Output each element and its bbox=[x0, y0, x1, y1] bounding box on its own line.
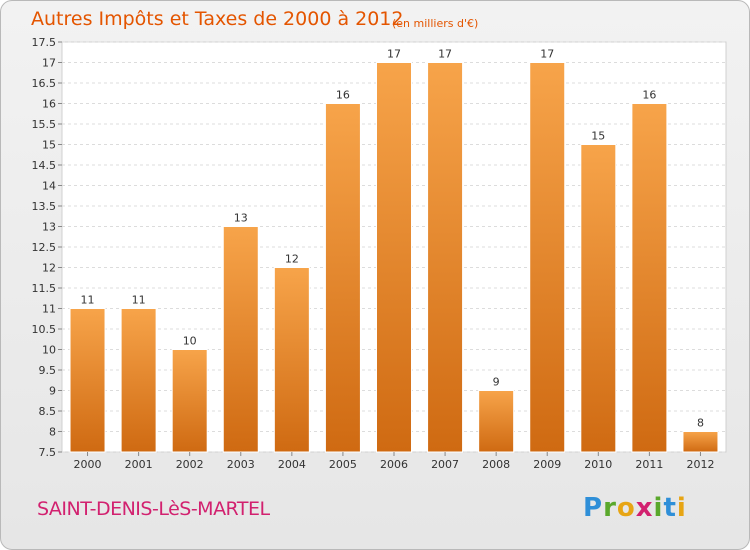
bar-value-label: 16 bbox=[336, 89, 350, 102]
x-tick-label: 2011 bbox=[635, 458, 663, 471]
y-tick-label: 14 bbox=[42, 180, 56, 193]
x-tick-label: 2004 bbox=[278, 458, 306, 471]
logo-letter: t bbox=[663, 493, 677, 523]
y-tick-label: 16.5 bbox=[32, 77, 57, 90]
x-tick-label: 2001 bbox=[125, 458, 153, 471]
bar-2003 bbox=[222, 226, 259, 453]
bar-2000 bbox=[69, 308, 106, 453]
y-tick-label: 12 bbox=[42, 262, 56, 275]
bar-value-label: 12 bbox=[285, 253, 299, 266]
bar-2005 bbox=[324, 103, 361, 453]
y-tick-label: 9 bbox=[49, 385, 56, 398]
y-tick-label: 16 bbox=[42, 98, 56, 111]
bar-value-label: 10 bbox=[183, 335, 197, 348]
logo-letter: o bbox=[616, 493, 636, 523]
y-tick-label: 17 bbox=[42, 57, 56, 70]
x-tick-label: 2003 bbox=[227, 458, 255, 471]
logo-letter: x bbox=[635, 493, 654, 523]
y-tick-label: 17.5 bbox=[32, 36, 57, 49]
bar-2012 bbox=[682, 431, 719, 453]
y-tick-label: 8.5 bbox=[39, 405, 57, 418]
x-tick-label: 2006 bbox=[380, 458, 408, 471]
y-tick-label: 11 bbox=[42, 303, 56, 316]
x-tick-label: 2000 bbox=[74, 458, 102, 471]
y-tick-label: 7.5 bbox=[39, 446, 57, 459]
x-tick-label: 2002 bbox=[176, 458, 204, 471]
bar-value-label: 8 bbox=[697, 417, 704, 430]
bar-2001 bbox=[120, 308, 157, 453]
bar-value-label: 11 bbox=[81, 294, 95, 307]
bars: 11 11 10 13 12 16 17 17 9 17 15 16 8 bbox=[69, 48, 719, 453]
bar-value-label: 11 bbox=[132, 294, 146, 307]
bar-2007 bbox=[427, 62, 464, 453]
y-tick-label: 10.5 bbox=[32, 323, 57, 336]
bar-value-label: 9 bbox=[493, 376, 500, 389]
proxiti-logo: Proxiti bbox=[583, 493, 687, 523]
x-tick-label: 2007 bbox=[431, 458, 459, 471]
chart-subtitle: (en milliers d'€) bbox=[392, 17, 479, 30]
y-tick-label: 15 bbox=[42, 139, 56, 152]
x-tick-label: 2012 bbox=[686, 458, 714, 471]
y-tick-label: 9.5 bbox=[39, 364, 57, 377]
y-tick-label: 12.5 bbox=[32, 241, 57, 254]
y-axis-ticks: 7.5 8 8.5 9 9.5 10 10.5 11 11.5 12 12.5 13 13.5 14 14.… bbox=[32, 36, 62, 459]
bar-2004 bbox=[273, 267, 310, 453]
y-tick-label: 15.5 bbox=[32, 118, 57, 131]
x-axis-ticks: 2000 2001 2002 2003 2004 2005 2006 2007 2008 2009… bbox=[74, 452, 714, 471]
y-tick-label: 13 bbox=[42, 221, 56, 234]
chart-title: Autres Impôts et Taxes de 2000 à 2012 bbox=[31, 8, 404, 30]
bar-value-label: 17 bbox=[387, 48, 401, 61]
x-tick-label: 2010 bbox=[584, 458, 612, 471]
x-tick-label: 2008 bbox=[482, 458, 510, 471]
x-tick-label: 2005 bbox=[329, 458, 357, 471]
y-tick-label: 10 bbox=[42, 344, 56, 357]
commune-name: SAINT-DENIS-LèS-MARTEL bbox=[37, 498, 270, 520]
bar-value-label: 13 bbox=[234, 212, 248, 225]
y-tick-label: 8 bbox=[49, 426, 56, 439]
x-tick-label: 2009 bbox=[533, 458, 561, 471]
bar-value-label: 16 bbox=[642, 89, 656, 102]
bar-2006 bbox=[376, 62, 412, 453]
logo-letter: i bbox=[676, 493, 687, 523]
bar-value-label: 15 bbox=[591, 130, 605, 143]
y-tick-label: 13.5 bbox=[32, 200, 57, 213]
bar-2010 bbox=[580, 144, 617, 453]
y-tick-label: 11.5 bbox=[32, 282, 57, 295]
logo-letter: r bbox=[603, 493, 617, 523]
bar-value-label: 17 bbox=[438, 48, 452, 61]
logo-letter: i bbox=[653, 493, 664, 523]
bar-2011 bbox=[631, 103, 668, 453]
bar-value-label: 17 bbox=[540, 48, 554, 61]
bar-2009 bbox=[529, 62, 566, 453]
bar-2002 bbox=[171, 349, 208, 453]
logo-letter: P bbox=[583, 493, 604, 523]
bar-2008 bbox=[478, 390, 515, 453]
y-tick-label: 14.5 bbox=[32, 159, 57, 172]
